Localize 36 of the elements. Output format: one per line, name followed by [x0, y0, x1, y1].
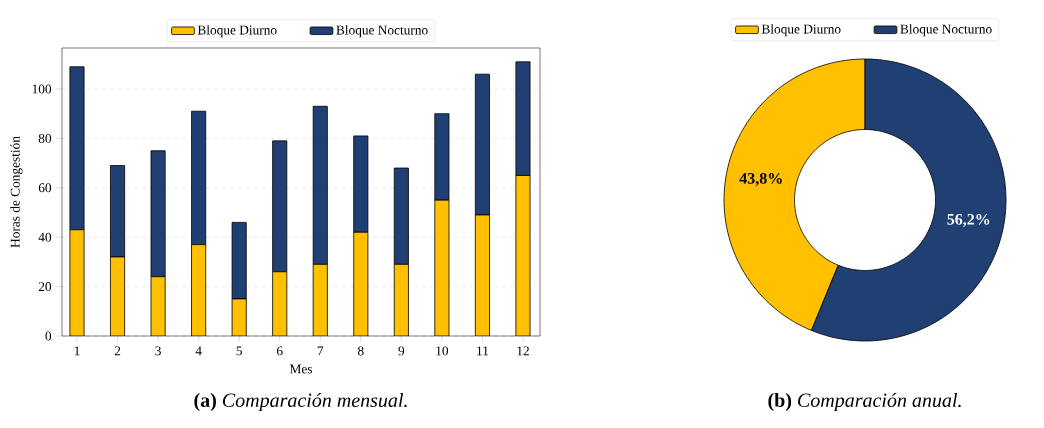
text: (a) Comparación mensual.: [194, 392, 407, 412]
bar: [150, 276, 166, 336]
x-tick-label: 12: [517, 346, 529, 356]
y-tick-label: 40: [38, 232, 52, 242]
y-tick-label: 20: [38, 282, 52, 292]
x-tick-label: 7: [317, 346, 324, 356]
y-tick-label: 80: [38, 133, 52, 143]
y-tick-label: 60: [38, 183, 52, 193]
x-tick-label: 10: [436, 346, 449, 356]
bar: [191, 244, 207, 336]
x-tick-label: 4: [195, 346, 202, 356]
bar: [231, 221, 247, 300]
x-tick-label: 8: [357, 346, 364, 356]
legend-label: Bloque Nocturno: [336, 25, 428, 38]
bar: [434, 199, 450, 336]
x-tick-label: 6: [276, 346, 283, 356]
legend-label: Bloque Diurno: [197, 25, 277, 38]
x-tick-label: 11: [477, 346, 489, 356]
x-axis-title: Mes: [289, 364, 312, 374]
data-label: 43,8%: [739, 172, 782, 187]
bar: [272, 271, 288, 336]
bar: [353, 231, 369, 336]
bar: [474, 214, 490, 336]
x-tick-label: 2: [114, 346, 121, 356]
legend-label: Bloque Diurno: [761, 24, 841, 37]
text: (b) Comparación anual.: [768, 392, 961, 412]
y-tick-label: 0: [45, 331, 52, 341]
x-tick-label: 3: [155, 346, 161, 356]
y-axis-title: Horas de Congestión: [10, 136, 23, 248]
legend-label: Bloque Nocturno: [900, 24, 992, 37]
data-label: 56,2%: [947, 213, 990, 228]
x-tick-label: 1: [74, 346, 80, 356]
bar: [393, 263, 409, 336]
x-tick-label: 9: [398, 346, 405, 356]
x-tick-label: 5: [236, 346, 242, 356]
y-tick-label: 100: [32, 84, 52, 94]
